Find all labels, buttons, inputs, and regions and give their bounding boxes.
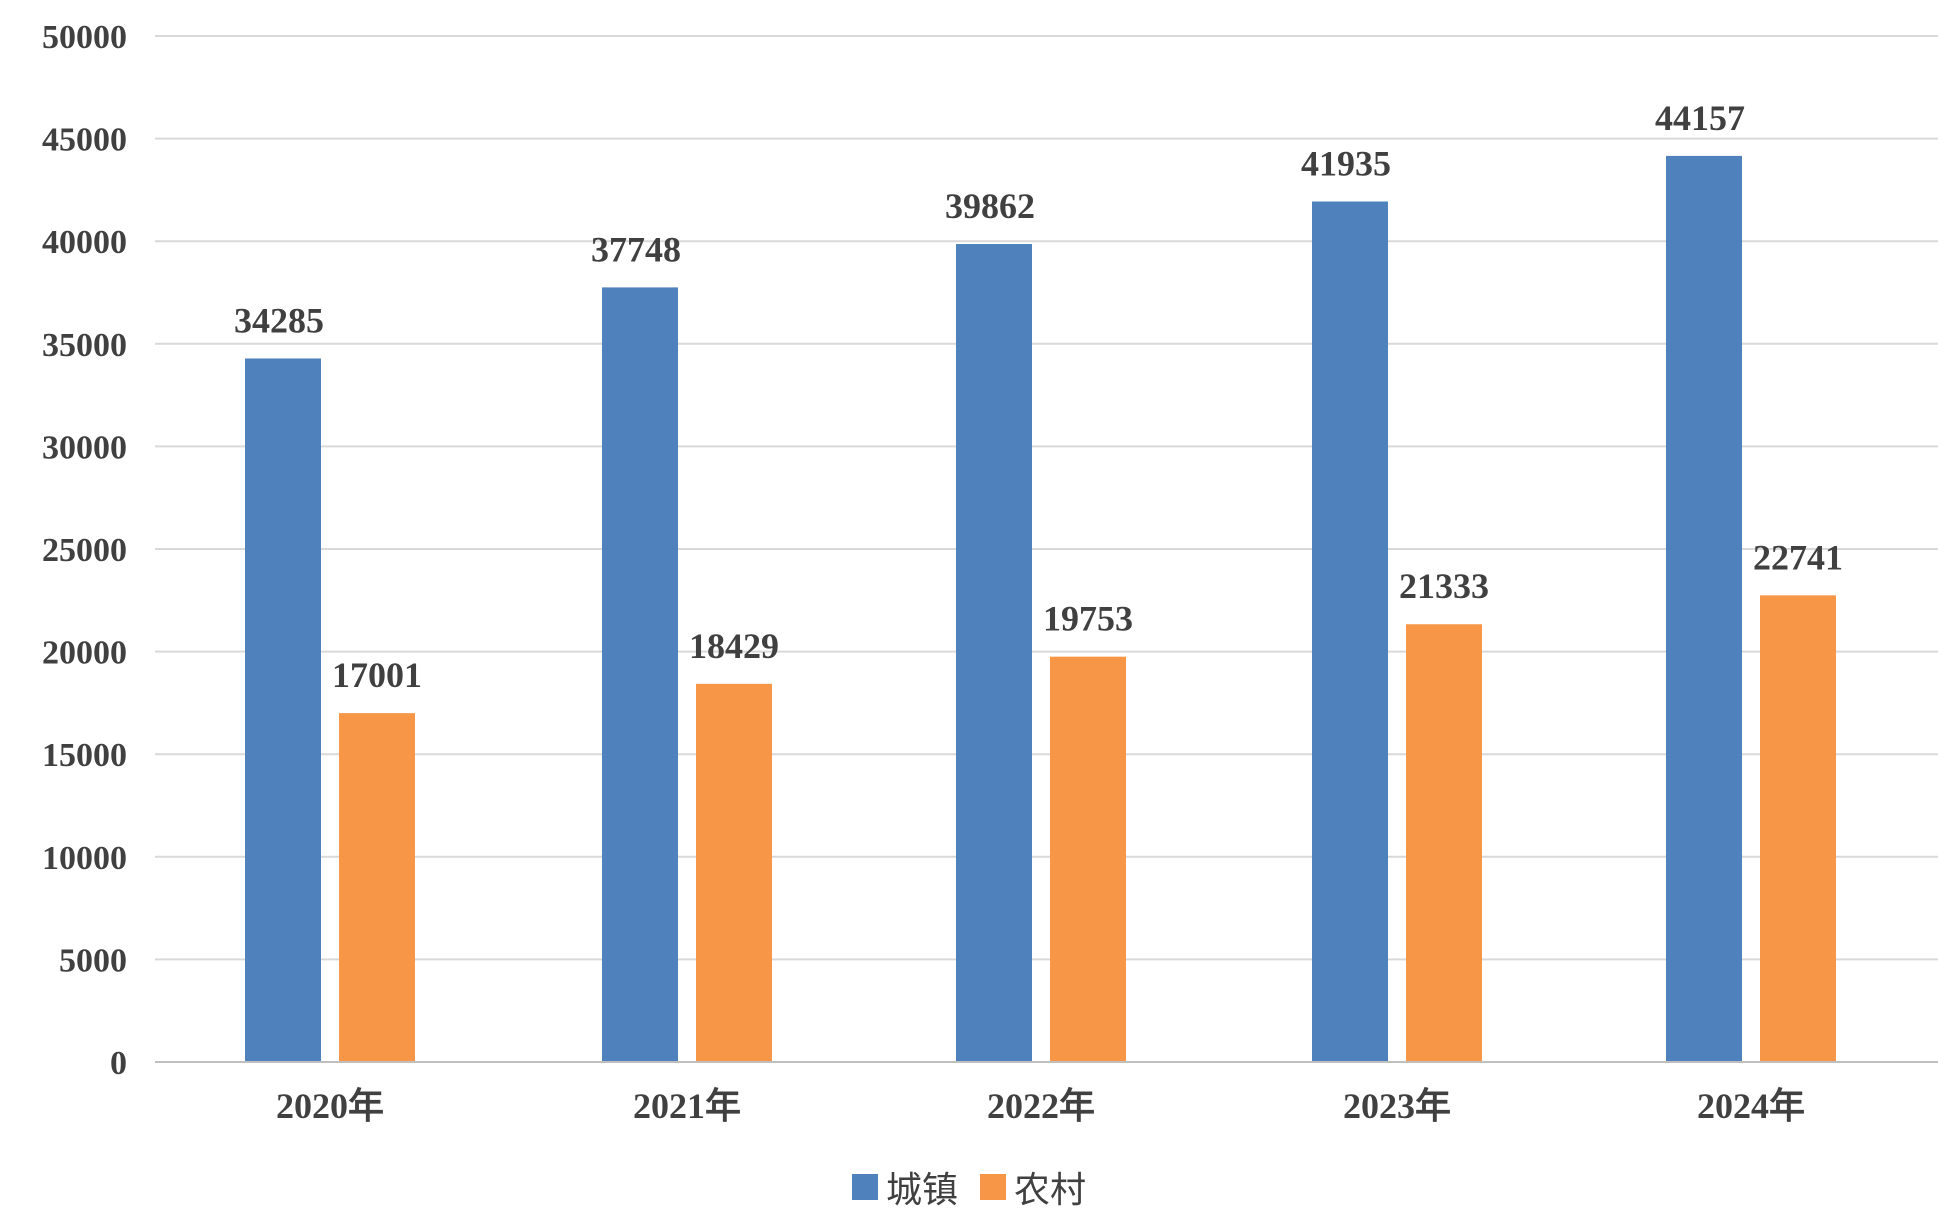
y-tick-label: 30000 xyxy=(42,429,127,466)
bar-urban xyxy=(956,244,1032,1063)
y-tick-label: 45000 xyxy=(42,122,127,159)
data-label-urban: 41935 xyxy=(1301,143,1391,183)
y-tick-label: 35000 xyxy=(42,327,127,364)
x-tick-label: 2020年 xyxy=(276,1086,384,1126)
data-label-rural: 22741 xyxy=(1753,537,1843,577)
bar-urban xyxy=(1312,201,1388,1063)
bar-rural xyxy=(339,713,415,1062)
legend-item-urban: 城镇 xyxy=(851,1161,958,1213)
data-label-urban: 39862 xyxy=(945,186,1035,226)
gridlines xyxy=(155,35,1938,961)
bar-chart: 0 5000 10000 15000 20000 25000 30000 35000 40000… xyxy=(42,19,1938,1126)
bar-urban xyxy=(245,358,321,1062)
bar-urban xyxy=(602,287,678,1063)
legend-item-rural: 农村 xyxy=(980,1161,1086,1213)
data-labels: 34285 17001 37748 18429 39862 19753 41935 21333… xyxy=(234,98,1843,695)
data-label-urban: 44157 xyxy=(1655,98,1745,138)
x-tick-label: 2022年 xyxy=(987,1086,1095,1126)
data-label-urban: 37748 xyxy=(591,229,681,269)
data-label-rural: 18429 xyxy=(689,626,779,666)
legend-swatch-rural xyxy=(980,1174,1006,1200)
bar-rural xyxy=(696,683,772,1062)
legend: 城镇 农村 xyxy=(0,1162,1938,1212)
y-tick-label: 5000 xyxy=(59,942,127,979)
x-tick-label: 2024年 xyxy=(1697,1086,1805,1126)
x-axis: 2020年 2021年 2022年 2023年 2024年 xyxy=(155,1061,1938,1126)
y-tick-label: 20000 xyxy=(42,635,127,672)
x-tick-label: 2023年 xyxy=(1343,1086,1451,1126)
y-tick-label: 10000 xyxy=(42,840,127,877)
y-tick-label: 25000 xyxy=(42,532,127,569)
legend-label-urban: 城镇 xyxy=(885,1170,958,1211)
bar-rural xyxy=(1406,624,1482,1062)
y-tick-label: 50000 xyxy=(42,19,127,56)
data-label-rural: 17001 xyxy=(332,655,422,695)
bar-rural xyxy=(1760,595,1836,1062)
legend-swatch-urban xyxy=(851,1174,878,1200)
data-label-urban: 34285 xyxy=(234,300,324,340)
data-label-rural: 19753 xyxy=(1043,599,1133,639)
legend-label-rural: 农村 xyxy=(1014,1170,1087,1211)
x-tick-label: 2021年 xyxy=(633,1086,741,1126)
y-tick-label: 15000 xyxy=(42,737,127,774)
bar-rural xyxy=(1050,656,1126,1062)
bar-urban xyxy=(1666,155,1742,1062)
data-label-rural: 21333 xyxy=(1399,566,1489,606)
y-axis: 0 5000 10000 15000 20000 25000 30000 35000 40000… xyxy=(42,19,127,1082)
y-tick-label: 0 xyxy=(110,1045,127,1082)
bars xyxy=(245,155,1836,1063)
y-tick-label: 40000 xyxy=(42,224,127,261)
